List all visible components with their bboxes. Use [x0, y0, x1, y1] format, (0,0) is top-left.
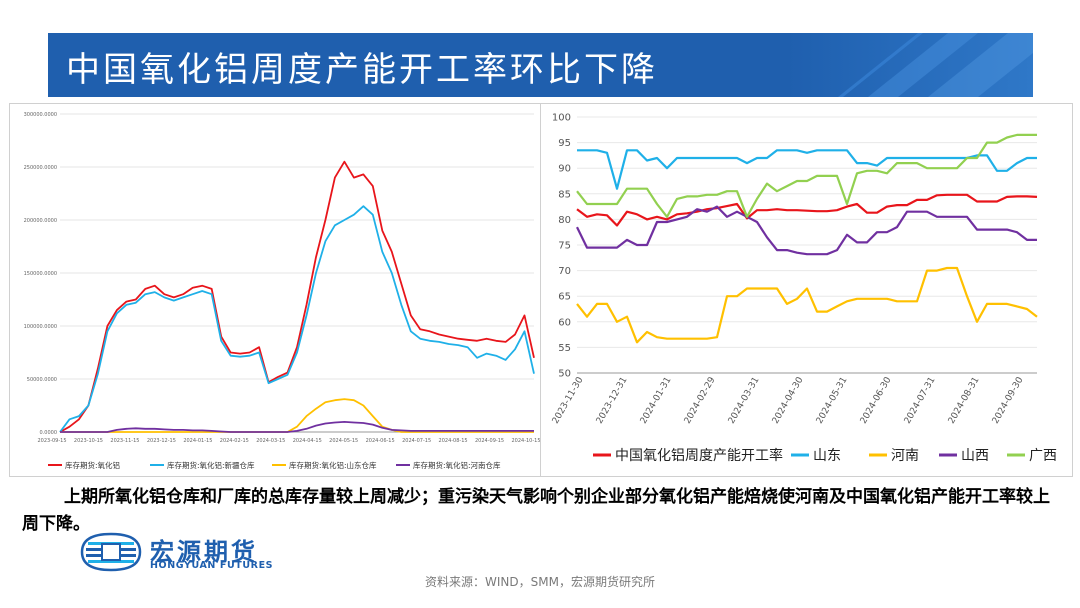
y-tick-label: 250000.0000 [24, 165, 57, 171]
series-line [577, 149, 1037, 190]
logo-chinese-name: 宏源期货 [150, 538, 258, 566]
x-tick-label: 2024-02-29 [683, 375, 718, 426]
x-tick-label: 2024-03-15 [256, 438, 285, 444]
x-tick-label: 2024-09-15 [475, 438, 504, 444]
legend-label: 广西 [1029, 448, 1057, 464]
y-tick-label: 200000.0000 [24, 218, 57, 224]
y-tick-label: 100 [552, 113, 571, 124]
legend-label: 库存期货:氧化铝:山东仓库 [289, 460, 377, 470]
x-tick-label: 2024-01-31 [639, 376, 674, 426]
inventory-chart: 0.0000 50000.0000 100000.0000 150000.0000 20… [24, 112, 541, 470]
x-tick-label: 2023-11-15 [110, 438, 139, 444]
x-tick-label: 2024-06-30 [859, 375, 894, 426]
y-tick-label: 100000.0000 [24, 324, 57, 330]
y-tick-label: 75 [558, 241, 571, 252]
utilization-chart-panel: 50 55 60 65 70 75 80 85 90 95 100 2023-11-30 2023-12… [540, 103, 1073, 477]
x-tick-label: 2024-08-31 [947, 376, 982, 426]
legend-label: 中国氧化铝周度产能开工率 [615, 447, 783, 464]
x-tick-label: 2024-05-31 [815, 376, 850, 426]
source-note: 资料来源：WIND，SMM，宏源期货研究所 [425, 575, 655, 589]
x-tick-label: 2023-09-15 [37, 438, 66, 444]
y-tick-label: 80 [558, 215, 571, 226]
y-tick-label: 65 [558, 292, 571, 303]
y-tick-label: 50 [558, 369, 571, 380]
legend-label: 山东 [813, 448, 841, 464]
series-line [576, 205, 1037, 256]
x-tick-label: 2024-03-31 [727, 376, 762, 426]
x-tick-label: 2024-04-30 [771, 375, 806, 426]
company-logo: 宏源期货 HONGYUAN FUTURES [80, 530, 310, 574]
series-line [60, 398, 534, 433]
y-tick-label: 50000.0000 [27, 377, 57, 383]
commentary-text: 上期所氧化铝仓库和厂库的总库存量较上周减少；重污染天气影响个别企业部分氧化铝产能… [22, 487, 1050, 534]
x-tick-label: 2024-01-15 [183, 438, 212, 444]
series-line [576, 193, 1038, 227]
x-tick-label: 2024-04-15 [293, 438, 322, 444]
x-tick-label: 2024-10-15 [511, 438, 540, 444]
y-tick-label: 300000.0000 [24, 112, 57, 118]
utilization-chart: 50 55 60 65 70 75 80 85 90 95 100 2023-11-30 2023-12… [551, 113, 1057, 465]
x-tick-label: 2024-07-31 [903, 376, 938, 426]
banner-background [48, 33, 1033, 97]
y-tick-label: 55 [558, 343, 571, 354]
title-banner: 中国氧化铝周度产能开工率环比下降 [48, 33, 1033, 97]
legend-label: 库存期货:氧化铝:河南仓库 [413, 460, 501, 470]
y-tick-label: 70 [558, 266, 571, 277]
legend-label: 山西 [961, 448, 989, 464]
y-tick-label: 85 [558, 189, 571, 200]
series-line [59, 205, 535, 433]
x-tick-label: 2023-10-15 [74, 438, 103, 444]
y-tick-label: 150000.0000 [24, 271, 57, 277]
y-tick-label: 0.0000 [40, 430, 58, 436]
x-tick-label: 2023-12-15 [147, 438, 176, 444]
logo-english-name: HONGYUAN FUTURES [150, 560, 274, 571]
x-tick-label: 2024-07-15 [402, 438, 431, 444]
inventory-chart-panel: 0.0000 50000.0000 100000.0000 150000.0000 20… [9, 103, 542, 477]
x-tick-label: 2023-11-30 [551, 375, 586, 426]
y-tick-label: 60 [558, 317, 571, 328]
y-tick-label: 95 [558, 138, 571, 149]
x-tick-label: 2024-09-30 [991, 375, 1026, 426]
x-tick-label: 2024-05-15 [329, 438, 358, 444]
page-title: 中国氧化铝周度产能开工率环比下降 [66, 50, 658, 90]
logo-emblem-icon [80, 532, 142, 572]
legend-label: 库存期货:氧化铝 [65, 460, 120, 470]
series-line [576, 133, 1037, 218]
x-tick-label: 2024-08-15 [439, 438, 468, 444]
y-tick-label: 90 [558, 164, 571, 175]
x-tick-label: 2024-02-15 [220, 438, 249, 444]
series-line [59, 160, 535, 433]
legend-label: 河南 [891, 448, 919, 464]
legend-label: 库存期货:氧化铝:新疆仓库 [167, 460, 255, 470]
series-line [576, 266, 1038, 344]
series-line [60, 420, 534, 433]
x-tick-label: 2023-12-31 [595, 376, 630, 426]
x-tick-label: 2024-06-15 [366, 438, 395, 444]
